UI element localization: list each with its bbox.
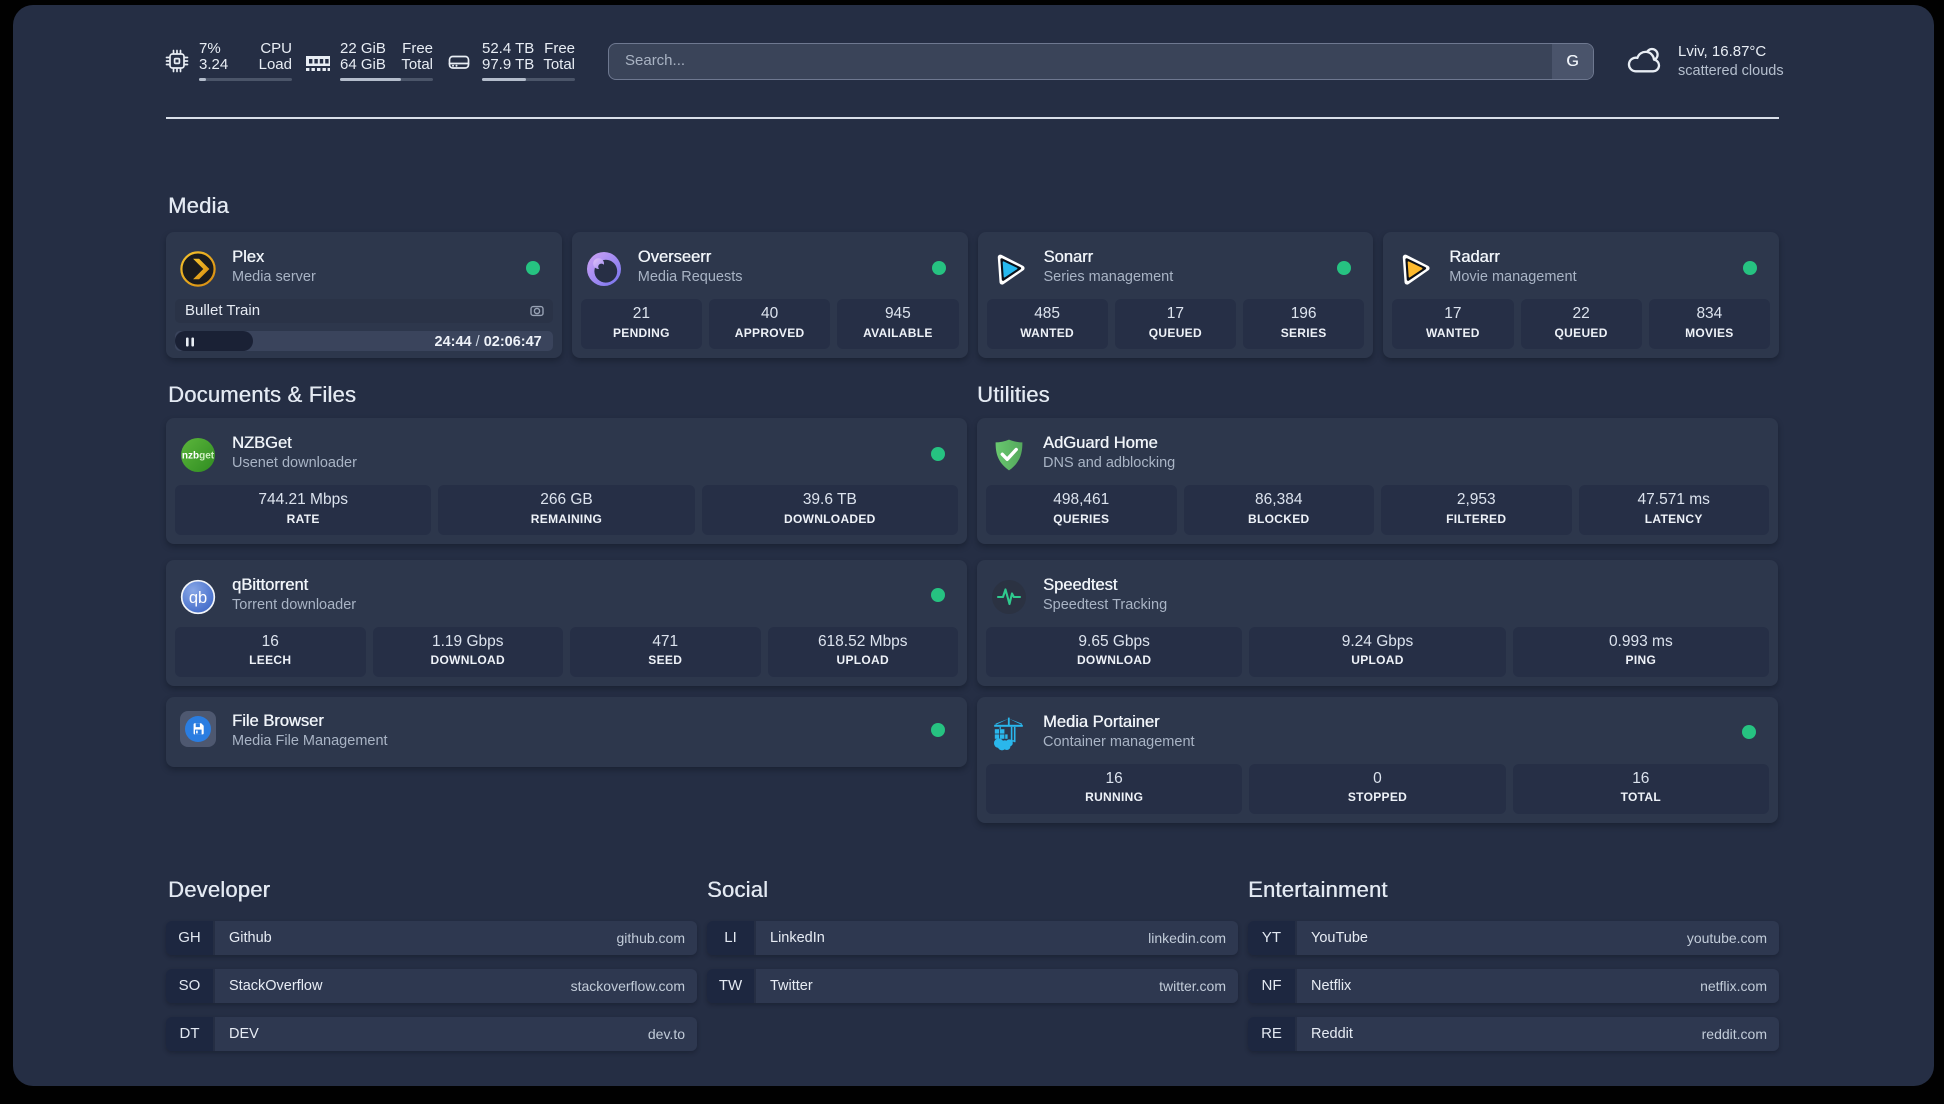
svg-text:nzbget: nzbget (182, 451, 215, 462)
svg-text:qb: qb (189, 589, 207, 607)
